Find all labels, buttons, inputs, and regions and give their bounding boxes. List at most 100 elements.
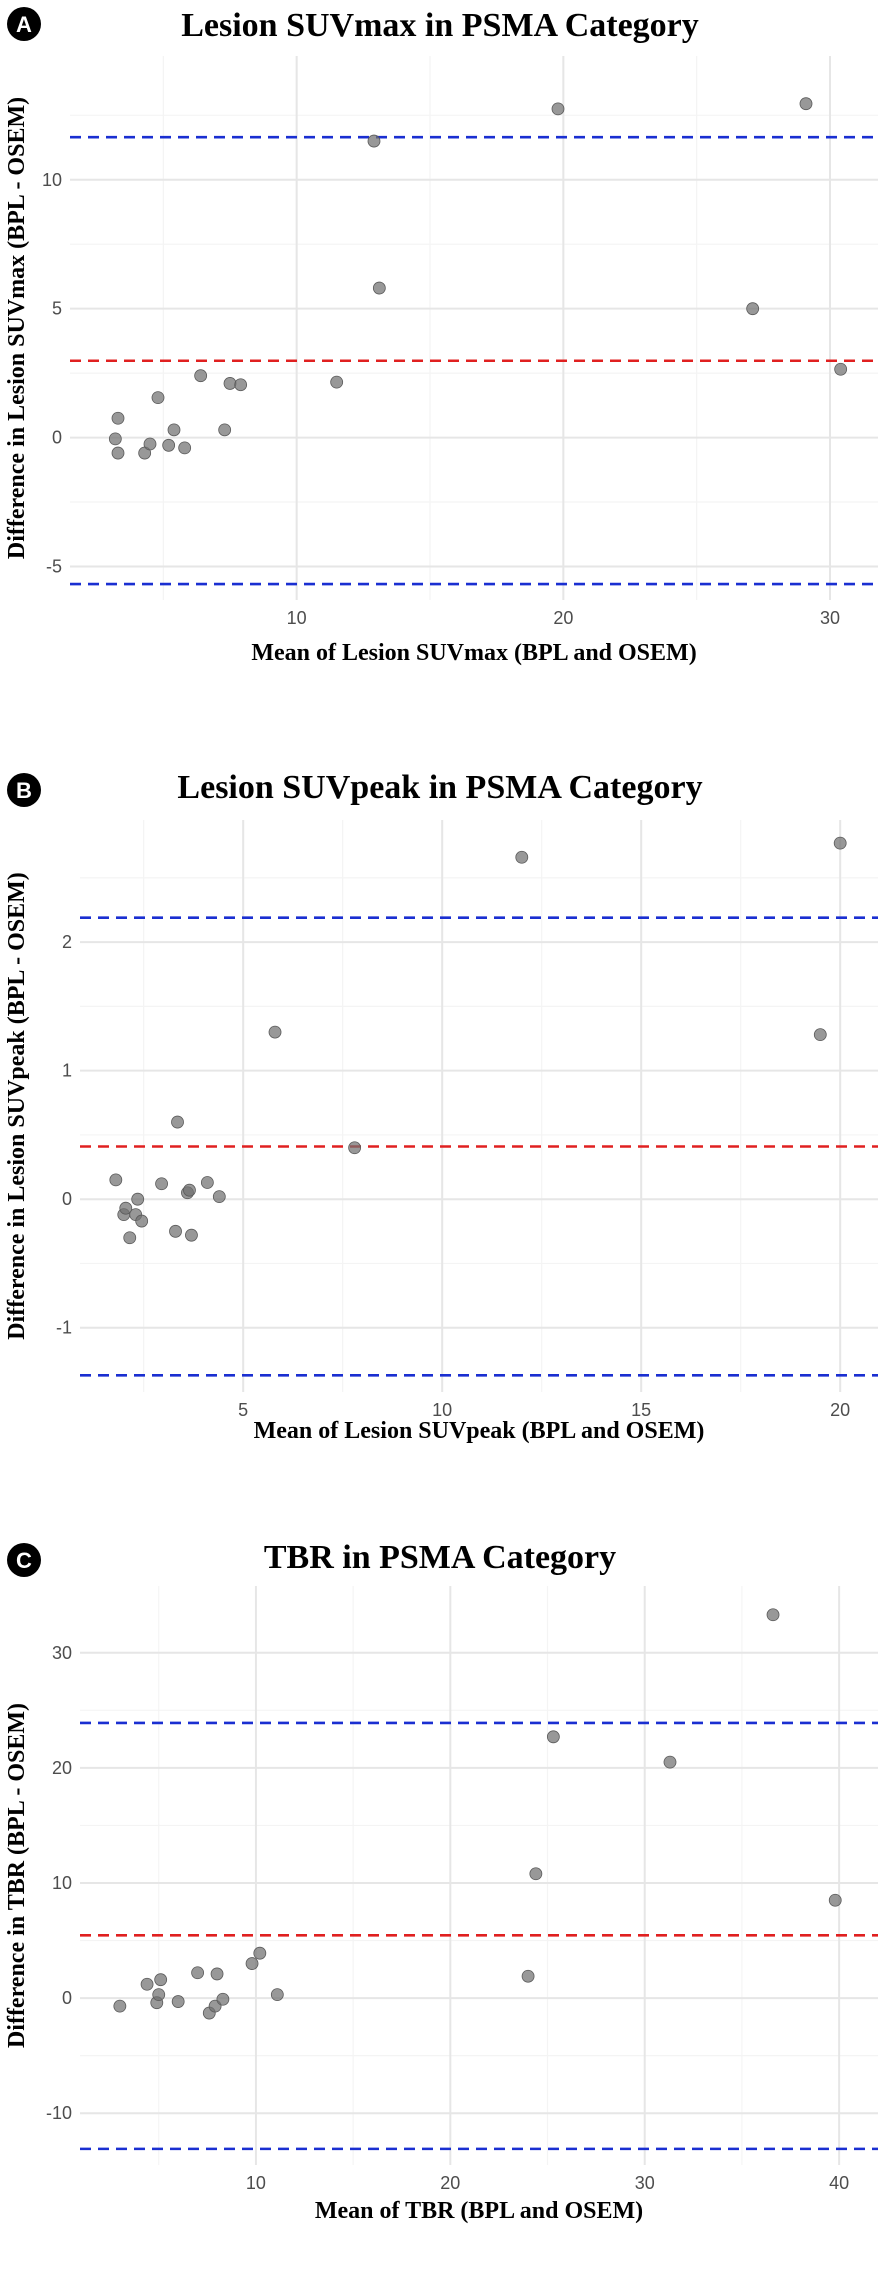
data-point	[119, 1201, 133, 1215]
x-tick-label: 20	[440, 2173, 460, 2193]
x-tick-label: 20	[830, 1400, 850, 1420]
y-tick-label: 0	[62, 1189, 72, 1209]
data-point	[223, 377, 237, 390]
panel-badge-letter: C	[16, 1548, 32, 1573]
data-point	[551, 102, 565, 116]
data-point	[212, 1190, 226, 1204]
panel-c: 10 20 30 40 -10 0 10 20 30 TBR in PSMA Category Me…	[0, 1540, 886, 2270]
data-point	[799, 97, 813, 111]
data-point	[813, 1028, 827, 1042]
x-tick-label: 10	[246, 2173, 266, 2193]
y-tick-label: -5	[46, 556, 62, 576]
data-point	[162, 438, 176, 452]
y-tick-label: 0	[62, 1988, 72, 2008]
panel-badge-circle	[7, 773, 41, 807]
data-point	[663, 1755, 677, 1769]
data-point	[218, 423, 232, 437]
data-point	[546, 1730, 560, 1744]
data-point	[111, 411, 125, 425]
y-tick-label: 1	[62, 1061, 72, 1081]
data-point	[372, 281, 386, 295]
data-point	[152, 1988, 166, 2002]
y-tick-label: -1	[56, 1318, 72, 1338]
data-point	[109, 1173, 123, 1187]
data-point	[154, 1973, 168, 1987]
data-point	[185, 1228, 198, 1242]
data-point	[135, 1214, 149, 1228]
data-point	[746, 302, 760, 316]
y-tick-label: 10	[42, 170, 62, 190]
y-axis-label: Difference in TBR (BPL - OSEM)	[4, 1703, 30, 2048]
y-tick-label: 10	[52, 1873, 72, 1893]
chart-a-svg: 10 20 30 -5 0 5 10 Lesion SUVmax in PSMA Catego…	[4, 7, 878, 666]
y-tick-label: 2	[62, 932, 72, 952]
data-point	[171, 1995, 185, 2008]
y-tick-label: 0	[52, 428, 62, 448]
panel-badge-letter: B	[16, 778, 32, 803]
x-tick-label: 30	[635, 2173, 655, 2193]
chart-title: Lesion SUVmax in PSMA Category	[181, 7, 699, 44]
data-point	[167, 423, 181, 437]
y-tick-label: 30	[52, 1643, 72, 1663]
data-point	[194, 369, 208, 383]
x-axis-label: Mean of Lesion SUVpeak (BPL and OSEM)	[254, 1418, 705, 1444]
panel-a: 10 20 30 -5 0 5 10 Lesion SUVmax in PSMA Catego…	[0, 0, 886, 730]
data-point	[183, 1183, 196, 1197]
data-point	[108, 432, 122, 446]
data-point	[521, 1969, 535, 1983]
data-point	[348, 1141, 362, 1155]
data-point	[140, 1977, 154, 1991]
x-axis-label: Mean of TBR (BPL and OSEM)	[315, 2198, 643, 2224]
x-axis-label: Mean of Lesion SUVmax (BPL and OSEM)	[251, 640, 696, 666]
data-point	[216, 1992, 230, 2006]
data-point	[113, 1999, 127, 2013]
data-point	[834, 362, 848, 376]
y-tick-label: -10	[46, 2103, 72, 2123]
panel-badge-circle	[7, 7, 41, 41]
data-point	[245, 1957, 259, 1970]
data-point	[833, 836, 847, 850]
data-point	[200, 1176, 214, 1189]
panel-b: 5 10 15 20 -1 0 1 2 Lesion SUVpeak in PSMA Categ…	[0, 770, 886, 1500]
data-point	[330, 375, 344, 389]
x-tick-label: 10	[287, 608, 307, 628]
data-point	[131, 1192, 145, 1206]
y-tick-label: 5	[52, 299, 62, 319]
data-point	[529, 1867, 543, 1881]
data-point	[828, 1893, 842, 1907]
panel-badge-circle	[7, 1543, 41, 1577]
y-axis-label: Difference in Lesion SUVmax (BPL - OSEM)	[4, 97, 30, 559]
data-point	[111, 446, 125, 460]
x-tick-label: 15	[631, 1400, 651, 1420]
data-point	[143, 437, 157, 451]
x-tick-label: 10	[432, 1400, 452, 1420]
data-point	[766, 1608, 780, 1622]
panel-badge: C	[7, 1543, 41, 1577]
panel-badge: B	[7, 773, 41, 807]
chart-c-svg: 10 20 30 40 -10 0 10 20 30 TBR in PSMA Category Me…	[4, 1540, 878, 2224]
y-axis-label: Difference in Lesion SUVpeak (BPL - OSEM…	[4, 872, 30, 1340]
y-tick-label: 20	[52, 1758, 72, 1778]
data-point	[123, 1231, 137, 1245]
data-point	[270, 1988, 284, 2002]
chart-b-svg: 5 10 15 20 -1 0 1 2 Lesion SUVpeak in PSMA Categ…	[4, 770, 878, 1444]
data-point	[171, 1115, 184, 1129]
data-point	[151, 391, 165, 405]
data-point	[191, 1966, 205, 1980]
x-tick-label: 20	[553, 608, 573, 628]
data-point	[515, 850, 529, 864]
data-point	[169, 1224, 182, 1238]
data-point	[155, 1177, 168, 1191]
data-point	[268, 1025, 282, 1039]
panel-badge-letter: A	[16, 12, 32, 37]
chart-title: Lesion SUVpeak in PSMA Category	[177, 770, 702, 806]
data-point	[210, 1967, 224, 1981]
chart-title: TBR in PSMA Category	[264, 1540, 616, 1576]
data-point	[367, 134, 381, 148]
data-point	[234, 378, 248, 392]
panel-badge: A	[7, 7, 41, 41]
x-tick-label: 40	[829, 2173, 849, 2193]
x-tick-label: 5	[238, 1400, 248, 1420]
data-point	[253, 1946, 267, 1960]
x-tick-label: 30	[820, 608, 840, 628]
